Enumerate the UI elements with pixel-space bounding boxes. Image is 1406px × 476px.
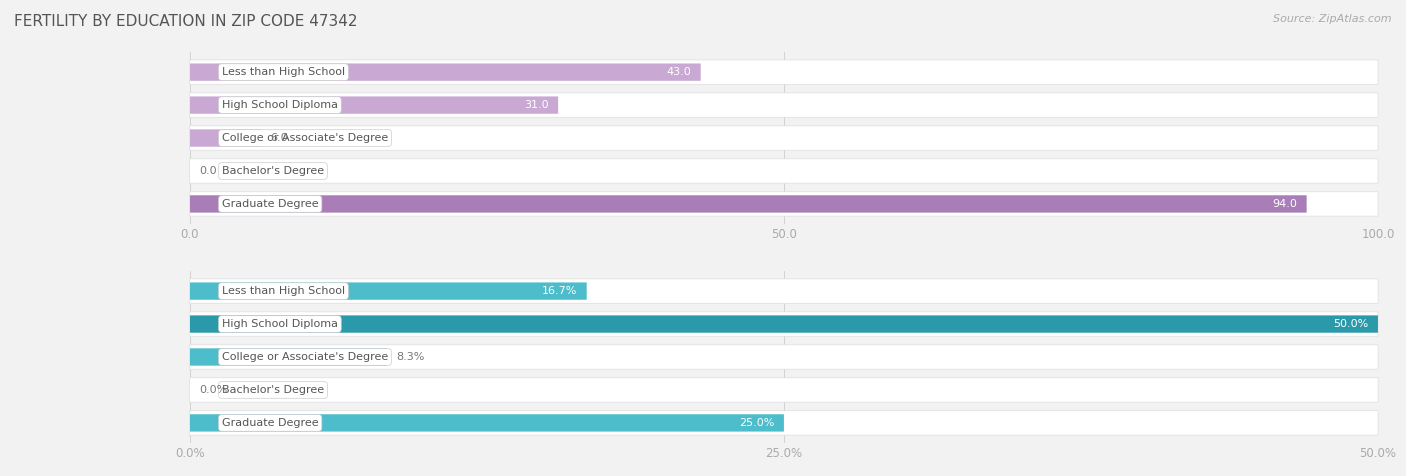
Text: 0.0%: 0.0% (200, 385, 228, 395)
FancyBboxPatch shape (190, 282, 586, 300)
Text: 50.0%: 50.0% (1333, 319, 1368, 329)
FancyBboxPatch shape (190, 345, 1378, 369)
FancyBboxPatch shape (190, 316, 1378, 333)
Text: 0.0: 0.0 (200, 166, 217, 176)
Text: High School Diploma: High School Diploma (222, 319, 337, 329)
Text: Bachelor's Degree: Bachelor's Degree (222, 385, 323, 395)
FancyBboxPatch shape (190, 348, 387, 366)
Text: 8.3%: 8.3% (396, 352, 425, 362)
FancyBboxPatch shape (190, 129, 262, 147)
FancyBboxPatch shape (190, 159, 1378, 183)
Text: Bachelor's Degree: Bachelor's Degree (222, 166, 323, 176)
FancyBboxPatch shape (190, 411, 1378, 435)
Text: 6.0: 6.0 (270, 133, 288, 143)
FancyBboxPatch shape (190, 312, 1378, 336)
Text: College or Associate's Degree: College or Associate's Degree (222, 133, 388, 143)
FancyBboxPatch shape (190, 93, 1378, 117)
FancyBboxPatch shape (190, 279, 1378, 303)
FancyBboxPatch shape (190, 378, 1378, 402)
Text: 43.0: 43.0 (666, 67, 692, 77)
Text: Source: ZipAtlas.com: Source: ZipAtlas.com (1274, 14, 1392, 24)
Text: Graduate Degree: Graduate Degree (222, 199, 319, 209)
Text: College or Associate's Degree: College or Associate's Degree (222, 352, 388, 362)
FancyBboxPatch shape (190, 63, 700, 81)
FancyBboxPatch shape (190, 97, 558, 114)
Text: 31.0: 31.0 (524, 100, 548, 110)
Text: Graduate Degree: Graduate Degree (222, 418, 319, 428)
Text: 16.7%: 16.7% (541, 286, 576, 296)
FancyBboxPatch shape (190, 60, 1378, 84)
Text: 94.0: 94.0 (1272, 199, 1298, 209)
FancyBboxPatch shape (190, 414, 785, 432)
Text: FERTILITY BY EDUCATION IN ZIP CODE 47342: FERTILITY BY EDUCATION IN ZIP CODE 47342 (14, 14, 357, 30)
Text: Less than High School: Less than High School (222, 286, 344, 296)
FancyBboxPatch shape (190, 192, 1378, 216)
Text: High School Diploma: High School Diploma (222, 100, 337, 110)
FancyBboxPatch shape (190, 126, 1378, 150)
Text: 25.0%: 25.0% (740, 418, 775, 428)
Text: Less than High School: Less than High School (222, 67, 344, 77)
FancyBboxPatch shape (190, 195, 1306, 213)
